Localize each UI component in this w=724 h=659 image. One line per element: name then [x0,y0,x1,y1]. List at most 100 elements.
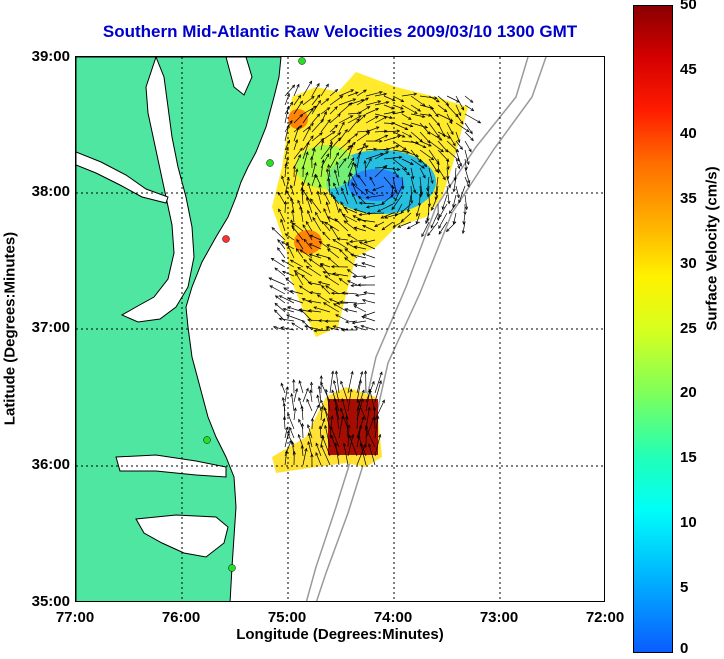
velocity-arrow [320,84,329,97]
velocity-arrow-head [289,289,294,294]
velocity-arrow [347,115,362,124]
velocity-arrow-head [379,90,383,95]
velocity-arrow [419,158,427,167]
velocity-arrow-head [426,193,430,198]
map-plot-area[interactable] [75,56,605,602]
velocity-arrow-head [368,388,372,393]
velocity-arrow-head [333,397,337,402]
radar-site-1[interactable] [298,57,306,65]
velocity-arrow-head [396,129,401,133]
velocity-arrow [309,243,322,250]
velocity-arrow [374,93,387,97]
velocity-arrow [302,105,317,115]
velocity-arrow [347,234,358,241]
velocity-arrow [277,239,286,250]
velocity-arrow-head [348,434,352,439]
velocity-arrow-head [358,424,363,429]
velocity-arrow-head [315,442,319,447]
velocity-arrow [410,167,414,179]
velocity-arrow-head [356,118,360,122]
velocity-arrow-head [297,94,302,99]
velocity-arrow-head [365,195,370,199]
velocity-arrow [320,131,336,142]
velocity-arrow [395,203,403,217]
velocity-arrow-head [436,161,440,166]
velocity-arrow [284,427,288,439]
velocity-arrow-head [357,174,361,178]
velocity-arrow [332,239,349,250]
velocity-arrow [284,386,288,403]
velocity-arrow [439,203,448,218]
velocity-arrow-head [325,326,330,330]
velocity-arrow-head [327,256,331,261]
velocity-arrow-head [289,259,294,263]
velocity-arrow [323,271,340,277]
velocity-arrow [302,320,313,331]
velocity-arrow-head [345,415,349,419]
velocity-arrow-head [351,321,356,325]
x-axis-label: Longitude (Degrees:Minutes) [236,626,444,643]
velocity-arrow [364,160,367,178]
velocity-arrow-head [298,125,303,129]
velocity-arrow-head [343,206,348,210]
velocity-arrow [365,153,384,160]
velocity-arrow [320,418,325,430]
velocity-arrow-head [326,244,330,248]
velocity-arrow [315,452,322,466]
velocity-arrow [298,434,304,448]
velocity-arrow-head [413,92,418,96]
radar-site-2[interactable] [266,159,274,167]
velocity-arrow-head [309,389,313,394]
velocity-arrow-head [299,249,304,253]
velocity-arrow [374,434,381,457]
velocity-arrow [320,144,332,160]
velocity-arrow [302,96,315,106]
velocity-arrow-head [358,212,363,217]
velocity-arrow [311,162,317,178]
colorbar-tick: 20 [680,384,697,401]
velocity-arrow-head [334,124,338,129]
velocity-arrow-head [277,247,281,251]
radar-site-4[interactable] [203,436,211,444]
velocity-arrow [373,406,376,430]
velocity-arrow-head [308,258,313,262]
velocity-arrow-head [313,162,317,166]
velocity-arrow-head [292,165,296,169]
velocity-arrow [283,287,295,295]
pamlico-sound [135,514,229,558]
velocity-arrow [421,221,430,237]
velocity-arrow-head [436,99,440,103]
velocity-arrow-head [385,100,390,105]
velocity-arrow [344,257,358,268]
velocity-arrow-head [372,187,376,191]
velocity-arrow-head [284,162,288,167]
velocity-arrow [297,267,313,277]
velocity-arrow-head [365,145,369,149]
velocity-arrow-head [406,171,410,176]
velocity-arrow-head [281,175,285,180]
velocity-arrow [363,311,376,317]
velocity-arrow [317,191,322,205]
velocity-arrow [446,221,457,232]
velocity-arrow-head [325,201,329,206]
velocity-arrow-head [281,241,285,245]
velocity-arrow-head [338,248,343,253]
velocity-arrow-head [436,217,440,222]
velocity-arrow-head [340,380,344,385]
radar-site-5[interactable] [228,564,236,572]
velocity-arrow [286,242,295,259]
velocity-arrow [303,238,313,250]
velocity-arrow-head [394,197,398,202]
velocity-arrow [410,113,425,118]
velocity-arrow-head [435,113,439,118]
colorbar-tick: 30 [680,255,697,272]
velocity-arrow [410,104,421,112]
velocity-arrow-head [344,257,348,261]
velocity-arrow-head [469,130,473,135]
velocity-arrow [438,212,448,229]
velocity-arrow [311,404,320,421]
velocity-arrow [292,222,304,232]
radar-site-3[interactable] [222,235,230,243]
velocity-arrow-head [326,107,331,111]
velocity-arrow-head [282,416,287,420]
